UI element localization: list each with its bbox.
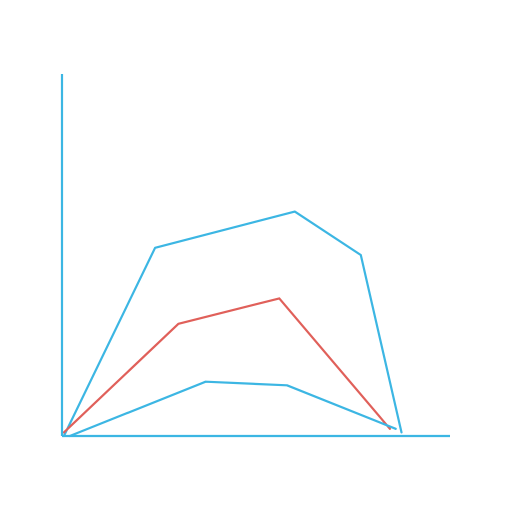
series-layer [62,210,403,438]
series-line-1 [62,210,403,438]
series-line-2 [62,297,391,434]
series-line-3 [68,380,397,438]
